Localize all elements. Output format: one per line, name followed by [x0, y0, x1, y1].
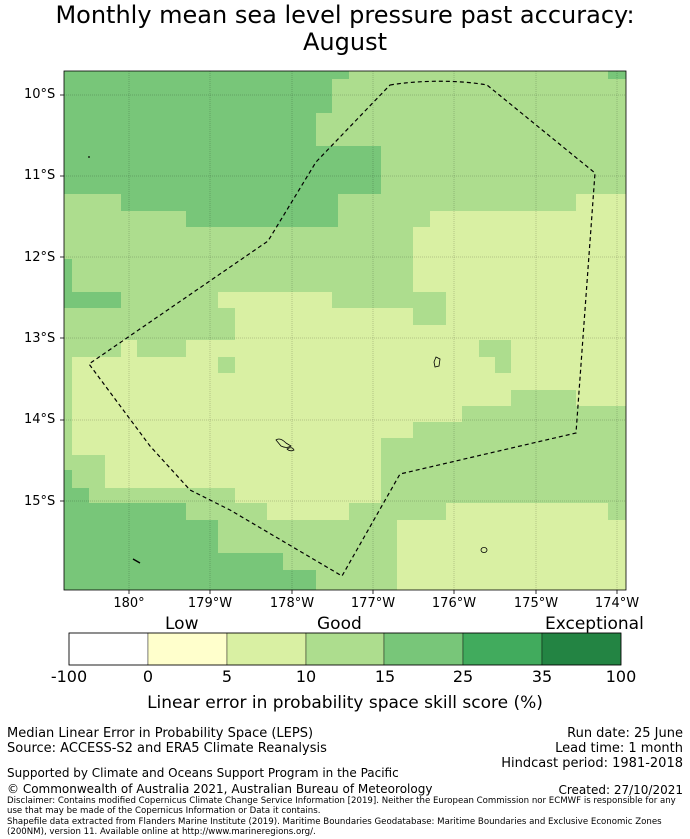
colorbar-tick: 35	[531, 667, 553, 686]
colorbar-tick: 15	[374, 667, 396, 686]
map-frame	[63, 70, 627, 591]
lat-label-14s: 14°S	[24, 412, 56, 427]
colorbar-segment	[226, 632, 307, 666]
skill-region-dark	[608, 71, 626, 79]
colorbar-tick: 5	[221, 667, 233, 686]
colorbar-frame	[68, 632, 622, 666]
lead-time: Lead time: 1 month	[555, 741, 683, 756]
title-line-2: August	[303, 28, 387, 56]
skill-region-mid	[479, 340, 511, 373]
colorbar-tick: 25	[452, 667, 474, 686]
lon-label-175w: 175°W	[513, 596, 559, 611]
island-outline	[132, 558, 141, 564]
colorbar-tick: -100	[50, 667, 88, 686]
skill-region-light	[397, 503, 626, 590]
colorbar-label: Linear error in probability space skill …	[147, 693, 543, 713]
supported-by: Supported by Climate and Oceans Support …	[7, 766, 399, 780]
skill-region-mid	[608, 406, 626, 422]
lat-label-13s: 13°S	[24, 331, 56, 346]
lat-label-10s: 10°S	[24, 87, 56, 102]
colorbar-segment	[305, 632, 385, 666]
lon-label-178w: 178°W	[269, 596, 315, 611]
skill-region-light	[72, 194, 626, 520]
lat-label-11s: 11°S	[24, 168, 56, 183]
hindcast-period: Hindcast period: 1981-2018	[501, 756, 683, 771]
colorbar-tick: 0	[142, 667, 154, 686]
colorbar-segment	[147, 632, 228, 666]
island-outline	[275, 438, 292, 448]
colorbar-segment	[383, 632, 464, 666]
colorbar-segment	[68, 632, 149, 666]
source-line: Source: ACCESS-S2 and ERA5 Climate Reana…	[7, 741, 327, 756]
colorbar-tick: 10	[295, 667, 317, 686]
lat-label-15s: 15°S	[24, 494, 56, 509]
disclaimer-text: Disclaimer: Contains modified Copernicus…	[7, 796, 676, 817]
created-date: Created: 27/10/2021	[558, 783, 683, 797]
run-date: Run date: 25 June	[567, 726, 683, 741]
colorbar-tick: 100	[605, 667, 637, 686]
skill-region-dark	[64, 259, 121, 308]
map-area	[60, 71, 626, 594]
colorbar-segment	[541, 632, 622, 666]
copyright: © Commonwealth of Australia 2021, Austra…	[7, 782, 433, 796]
island-outline	[433, 356, 441, 368]
lat-label-12s: 12°S	[24, 250, 56, 265]
colorbar-segment	[462, 632, 543, 666]
island-outline	[480, 547, 488, 554]
chart-title: Monthly mean sea level pressure past acc…	[0, 2, 690, 56]
colorbar-category-exceptional: Exceptional	[545, 614, 644, 634]
lon-label-180: 180°	[113, 596, 145, 611]
disclaimer: Disclaimer: Contains modified Copernicus…	[7, 796, 677, 837]
colorbar-category-low: Low	[165, 614, 199, 634]
shapefile-credit: Shapefile data extracted from Flanders M…	[7, 816, 662, 837]
title-line-1: Monthly mean sea level pressure past acc…	[55, 1, 635, 29]
lon-label-177w: 177°W	[350, 596, 396, 611]
lon-label-179w: 179°W	[187, 596, 233, 611]
colorbar-category-good: Good	[317, 614, 362, 634]
leps-line: Median Linear Error in Probability Space…	[7, 726, 314, 741]
island-outline	[88, 156, 90, 158]
island-outline	[286, 447, 295, 452]
skill-region-dark	[64, 71, 381, 227]
eez-boundary	[88, 80, 596, 577]
lon-label-176w: 176°W	[431, 596, 477, 611]
colorbar	[68, 632, 622, 666]
lon-label-174w: 174°W	[594, 596, 640, 611]
skill-region-dark	[64, 470, 316, 590]
